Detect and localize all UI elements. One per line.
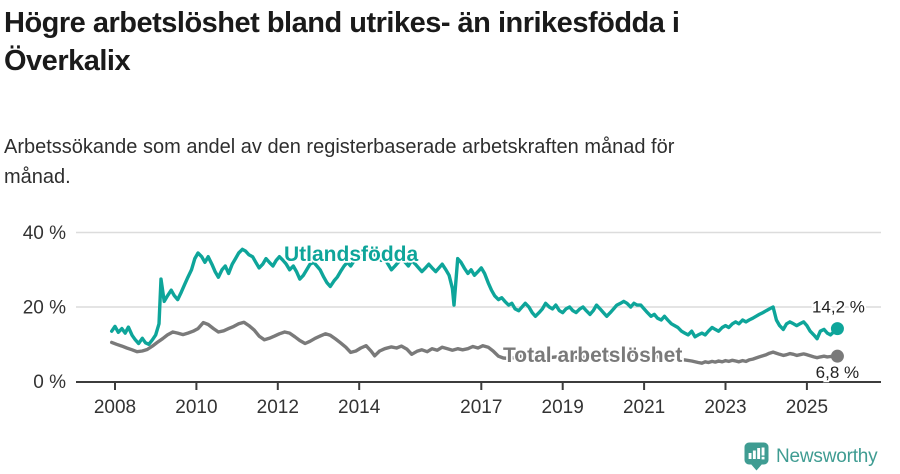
newsworthy-logo-icon [744,442,769,471]
series-line-total [109,320,840,365]
end-dot-total [830,349,844,363]
y-tick-label: 20 % [23,298,66,319]
series-label-utlandsfodda: Utlandsfödda [284,243,418,266]
subtitle-line2: månad. [4,166,71,188]
subtitle-line1: Arbetssökande som andel av den registerb… [4,136,675,158]
end-dot-utlandsfodda [830,322,844,336]
series-line-utlandsfodda [109,247,840,346]
x-tick-label: 2010 [175,397,217,418]
footer-brand: Newsworthy [744,442,878,471]
x-tick-label: 2017 [460,397,502,418]
x-tick-label: 2014 [338,397,381,418]
end-value-label-utlandsfodda: 14,2 % [812,298,865,317]
x-tick-label: 2023 [704,397,746,418]
brand-name: Newsworthy [776,445,878,467]
x-tick-label: 2008 [94,397,136,418]
page-title: Högre arbetslöshet bland utrikes- än inr… [4,4,864,81]
title-line1: Högre arbetslöshet bland utrikes- än inr… [4,7,680,39]
x-tick-label: 2021 [623,397,665,418]
end-value-label-total: 6,8 % [816,363,859,382]
x-tick-label: 2012 [257,397,299,418]
x-tick-label: 2025 [786,397,828,418]
x-tick-label: 2019 [542,397,584,418]
series-label-total: Total arbetslöshet [503,344,682,367]
y-tick-label: 40 % [23,223,66,244]
chart-subtitle: Arbetssökande som andel av den registerb… [4,132,864,192]
title-line2: Överkalix [4,45,131,78]
y-tick-label: 0 % [33,372,66,393]
